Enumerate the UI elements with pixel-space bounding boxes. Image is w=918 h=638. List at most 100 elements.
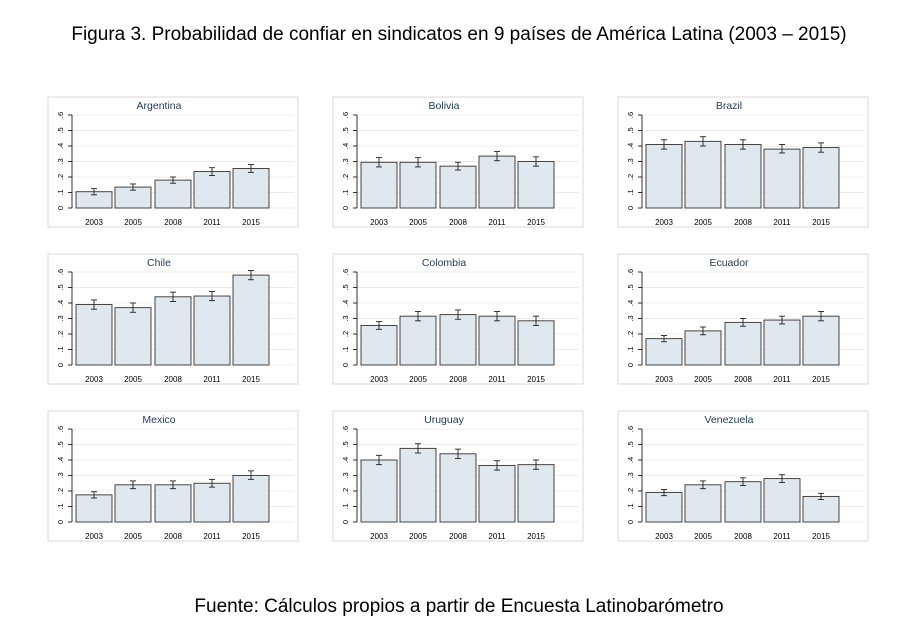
x-tick-label: 2015 bbox=[527, 218, 545, 227]
x-tick-label: 2015 bbox=[242, 375, 260, 384]
bar bbox=[439, 453, 477, 523]
x-tick-label: 2005 bbox=[124, 218, 142, 227]
x-tick-label: 2008 bbox=[164, 375, 182, 384]
x-tick-label: 2005 bbox=[124, 532, 142, 541]
bar bbox=[724, 144, 762, 209]
y-tick-label: .5 bbox=[626, 284, 635, 290]
bar bbox=[193, 482, 231, 523]
bar bbox=[724, 321, 762, 366]
y-tick-label: .3 bbox=[56, 315, 65, 321]
x-tick-label: 2008 bbox=[164, 218, 182, 227]
y-tick-label: .6 bbox=[341, 112, 350, 118]
x-tick-label: 2011 bbox=[203, 218, 221, 227]
panel-title: Mexico bbox=[142, 414, 175, 426]
bar bbox=[439, 165, 477, 209]
x-tick-label: 2015 bbox=[242, 532, 260, 541]
y-tick-label: 0 bbox=[626, 363, 635, 367]
y-tick-label: .1 bbox=[56, 346, 65, 352]
bar bbox=[684, 140, 722, 209]
x-tick-label: 2011 bbox=[773, 218, 791, 227]
chart-panel: Bolivia 0 .1 .2 .3 .4 .5 .6 2003 2005 2008 2011 2015 bbox=[332, 96, 584, 228]
x-tick-label: 2003 bbox=[85, 532, 103, 541]
x-tick-label: 2003 bbox=[370, 218, 388, 227]
y-tick-label: 0 bbox=[626, 206, 635, 210]
x-tick-label: 2015 bbox=[527, 532, 545, 541]
y-tick-label: .1 bbox=[56, 503, 65, 509]
y-tick-label: .6 bbox=[341, 269, 350, 275]
bar bbox=[399, 315, 437, 366]
bar bbox=[802, 495, 840, 523]
bar bbox=[763, 319, 801, 366]
x-tick-label: 2003 bbox=[655, 375, 673, 384]
x-tick-label: 2011 bbox=[488, 218, 506, 227]
x-tick-label: 2015 bbox=[812, 375, 830, 384]
x-tick-label: 2008 bbox=[449, 375, 467, 384]
chart-panel: Uruguay 0 .1 .2 .3 .4 .5 .6 2003 2005 2008 2011 2015 bbox=[332, 410, 584, 542]
chart-panel: Brazil 0 .1 .2 .3 .4 .5 .6 2003 2005 2008 2011 2015 bbox=[617, 96, 869, 228]
x-tick-label: 2011 bbox=[488, 375, 506, 384]
x-tick-label: 2003 bbox=[370, 375, 388, 384]
y-tick-label: .5 bbox=[626, 127, 635, 133]
x-tick-label: 2008 bbox=[449, 218, 467, 227]
y-tick-label: .6 bbox=[56, 426, 65, 432]
figure-source: Fuente: Cálculos propios a partir de Enc… bbox=[194, 596, 724, 617]
y-tick-label: .4 bbox=[626, 300, 635, 306]
x-tick-label: 2015 bbox=[812, 218, 830, 227]
panel-title: Argentina bbox=[137, 100, 182, 112]
bar bbox=[360, 325, 398, 366]
x-tick-label: 2011 bbox=[773, 375, 791, 384]
bar bbox=[684, 330, 722, 366]
bar bbox=[645, 338, 683, 366]
bar bbox=[645, 144, 683, 209]
figure-title: Figura 3. Probabilidad de confiar en sin… bbox=[71, 24, 847, 45]
bar bbox=[724, 481, 762, 523]
y-tick-label: .4 bbox=[341, 300, 350, 306]
x-tick-label: 2015 bbox=[242, 218, 260, 227]
y-tick-label: .2 bbox=[341, 331, 350, 337]
y-tick-label: .4 bbox=[56, 143, 65, 149]
bar bbox=[478, 155, 516, 209]
y-tick-label: .6 bbox=[56, 269, 65, 275]
y-tick-label: .2 bbox=[56, 174, 65, 180]
x-tick-label: 2005 bbox=[409, 532, 427, 541]
chart-panel: Mexico 0 .1 .2 .3 .4 .5 .6 2003 2005 2008 2011 2015 bbox=[47, 410, 299, 542]
y-tick-label: .3 bbox=[341, 158, 350, 164]
y-tick-label: .3 bbox=[56, 472, 65, 478]
y-tick-label: .1 bbox=[56, 189, 65, 195]
bar bbox=[763, 478, 801, 523]
x-tick-label: 2011 bbox=[488, 532, 506, 541]
bar bbox=[802, 147, 840, 209]
y-tick-label: .2 bbox=[626, 331, 635, 337]
x-tick-label: 2008 bbox=[164, 532, 182, 541]
x-tick-label: 2005 bbox=[694, 375, 712, 384]
bar bbox=[517, 161, 555, 209]
y-tick-label: .6 bbox=[56, 112, 65, 118]
bar bbox=[232, 168, 270, 209]
y-tick-label: .1 bbox=[626, 346, 635, 352]
x-tick-label: 2003 bbox=[85, 375, 103, 384]
y-tick-label: .5 bbox=[56, 284, 65, 290]
y-tick-label: .4 bbox=[626, 143, 635, 149]
bar bbox=[193, 295, 231, 366]
bar bbox=[114, 307, 152, 366]
x-tick-label: 2008 bbox=[734, 532, 752, 541]
bar bbox=[478, 315, 516, 366]
y-tick-label: .6 bbox=[626, 269, 635, 275]
bar bbox=[517, 320, 555, 366]
x-tick-label: 2005 bbox=[124, 375, 142, 384]
y-tick-label: .2 bbox=[341, 174, 350, 180]
y-tick-label: .1 bbox=[341, 346, 350, 352]
bar bbox=[114, 484, 152, 523]
x-tick-label: 2003 bbox=[370, 532, 388, 541]
x-tick-label: 2003 bbox=[655, 532, 673, 541]
x-tick-label: 2011 bbox=[203, 532, 221, 541]
y-tick-label: 0 bbox=[341, 363, 350, 367]
panel-title: Chile bbox=[147, 257, 171, 269]
x-tick-label: 2011 bbox=[773, 532, 791, 541]
bar bbox=[360, 161, 398, 209]
y-tick-label: .4 bbox=[56, 457, 65, 463]
panel-title: Ecuador bbox=[709, 257, 749, 269]
bar bbox=[399, 447, 437, 523]
y-tick-label: .3 bbox=[626, 472, 635, 478]
bar bbox=[645, 492, 683, 523]
